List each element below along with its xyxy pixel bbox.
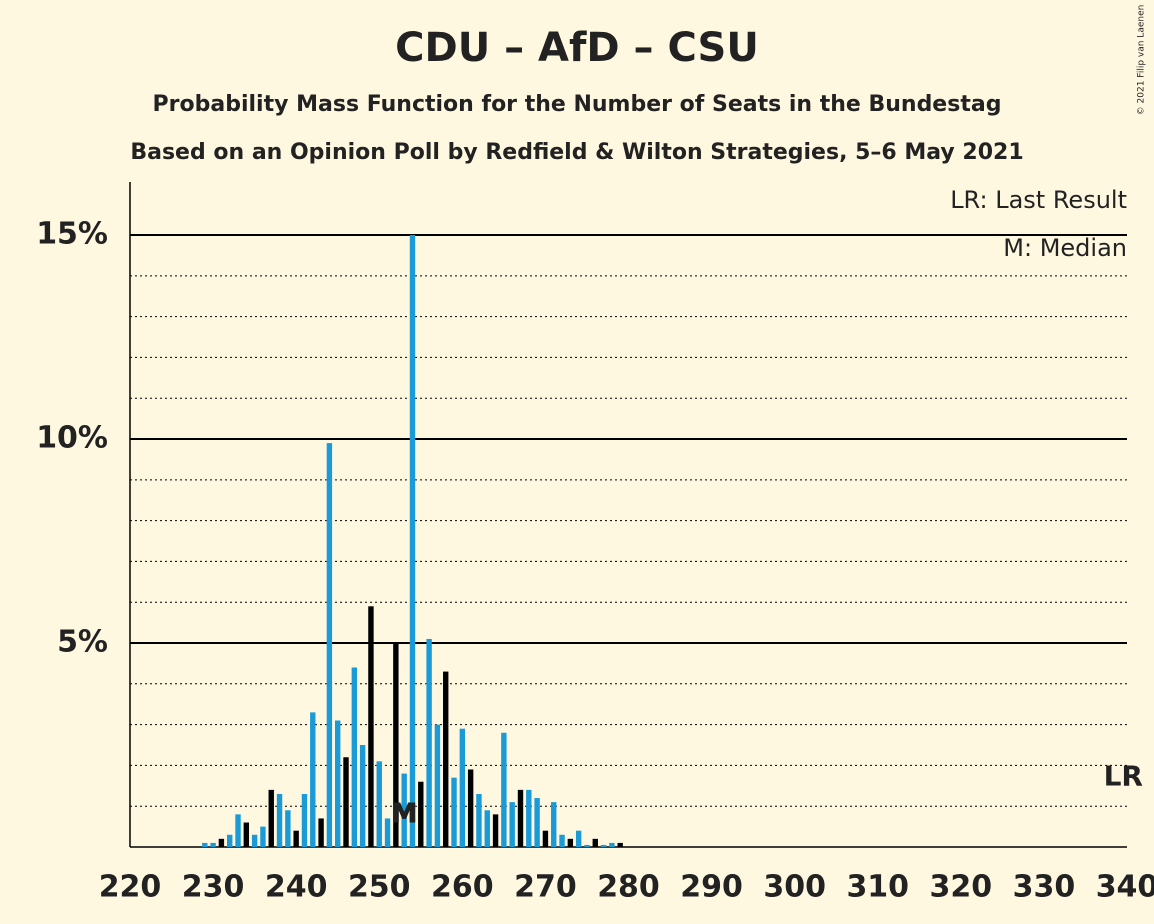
bar: [584, 844, 590, 847]
bar: [393, 643, 399, 847]
copyright: © 2021 Filip van Laenen: [1137, 5, 1147, 116]
bar: [418, 781, 424, 847]
y-tick-label: 5%: [57, 625, 108, 660]
bar: [210, 842, 216, 847]
bar: [227, 834, 233, 847]
x-tick-label: 220: [99, 870, 162, 905]
x-tick-label: 320: [930, 870, 993, 905]
x-tick-label: 230: [182, 870, 245, 905]
bar: [617, 842, 623, 847]
x-tick-label: 280: [597, 870, 660, 905]
x-tick-label: 270: [514, 870, 577, 905]
x-tick-label: 340: [1096, 870, 1154, 905]
bar: [293, 830, 299, 847]
bar: [276, 793, 283, 847]
bar: [202, 842, 208, 847]
bar: [260, 826, 266, 847]
bar: [318, 818, 324, 847]
bar: [484, 810, 490, 847]
bar: [509, 802, 515, 847]
bar: [534, 798, 540, 847]
bar: [434, 724, 441, 847]
bar: [501, 732, 507, 847]
bar: [326, 443, 333, 847]
bar: [359, 745, 366, 847]
bar: [451, 777, 457, 847]
x-tick-label: 330: [1013, 870, 1076, 905]
bar: [459, 728, 466, 847]
legend-entry: M: Median: [1003, 234, 1127, 262]
bar: [268, 789, 274, 847]
subtitle: Probability Mass Function for the Number…: [153, 92, 1002, 117]
chart-title: CDU – AfD – CSU: [395, 25, 759, 71]
bar: [492, 814, 499, 847]
bar: [592, 838, 598, 847]
x-tick-label: 300: [763, 870, 826, 905]
bar: [467, 769, 474, 847]
bar: [609, 842, 615, 847]
bar: [384, 818, 391, 847]
y-tick-label: 15%: [36, 217, 108, 252]
bar: [285, 810, 291, 847]
median-marker: M: [391, 799, 417, 829]
bar: [426, 638, 432, 847]
bar: [243, 822, 250, 847]
x-tick-label: 260: [431, 870, 494, 905]
bar: [526, 789, 532, 847]
bar: [567, 838, 574, 847]
bar: [218, 838, 225, 847]
legend-entry: LR: Last Result: [950, 186, 1127, 214]
bar: [301, 793, 308, 847]
bar: [401, 773, 407, 847]
x-tick-label: 290: [680, 870, 743, 905]
bar: [409, 235, 416, 847]
bar: [600, 844, 607, 847]
bar: [368, 606, 374, 847]
x-tick-label: 250: [348, 870, 411, 905]
subtitle: Based on an Opinion Poll by Redfield & W…: [130, 140, 1023, 165]
bar: [517, 789, 524, 847]
bar: [551, 802, 557, 847]
x-tick-label: 310: [846, 870, 909, 905]
bar: [235, 814, 241, 847]
bar: [559, 834, 565, 847]
bar: [351, 667, 358, 847]
bar: [443, 671, 449, 847]
bar: [335, 720, 341, 847]
bar: [476, 793, 482, 847]
bar: [575, 830, 582, 847]
bar: [376, 761, 382, 847]
bar: [343, 757, 349, 847]
bar: [542, 830, 549, 847]
bar: [251, 834, 258, 847]
y-tick-label: 10%: [36, 421, 108, 456]
last-result-marker: LR: [1104, 760, 1143, 793]
x-tick-label: 240: [265, 870, 328, 905]
bar: [310, 712, 316, 847]
